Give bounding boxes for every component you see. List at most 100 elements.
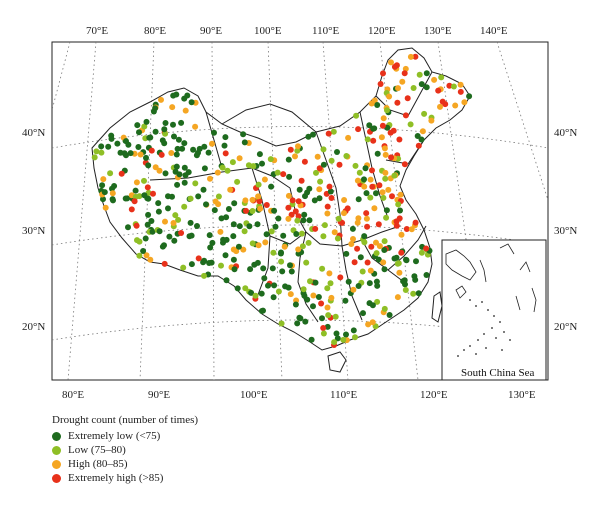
station-point-extremely-low — [235, 243, 242, 250]
inset-frame — [441, 239, 547, 381]
station-point-extremely-low — [171, 237, 178, 244]
station-point-extremely-low — [355, 283, 362, 289]
station-point-extremely-low — [296, 186, 303, 193]
station-point-low — [380, 194, 387, 201]
station-point-low — [107, 170, 114, 177]
station-point-high — [285, 192, 292, 199]
inset-coastline — [479, 259, 487, 283]
station-point-extremely-low — [263, 231, 270, 238]
station-point-extremely-low — [170, 92, 177, 99]
station-point-high — [102, 204, 109, 211]
station-point-extremely-high — [390, 127, 397, 134]
station-point-low — [382, 175, 389, 182]
station-point-extremely-low — [345, 278, 352, 285]
station-point-extremely-low — [269, 265, 276, 272]
station-point-low — [402, 287, 409, 293]
station-point-extremely-low — [333, 330, 340, 337]
station-point-low — [325, 312, 332, 319]
station-point-high — [156, 167, 163, 174]
station-point-extremely-high — [423, 245, 430, 252]
station-point-extremely-low — [209, 239, 216, 246]
station-point-extremely-low — [240, 131, 247, 138]
station-point-extremely-low — [271, 207, 278, 214]
station-point-extremely-low — [193, 152, 200, 159]
station-point-extremely-low — [108, 135, 115, 142]
station-point-extremely-low — [386, 312, 393, 318]
station-point-extremely-low — [161, 126, 168, 133]
station-point-extremely-high — [344, 205, 351, 212]
inset-coastline — [519, 261, 531, 273]
lat-label-20-right: 20°N — [554, 321, 577, 333]
station-point-extremely-low — [374, 150, 381, 157]
station-point-low — [267, 156, 274, 163]
station-point-extremely-high — [289, 197, 296, 204]
inset-coastline — [499, 243, 515, 255]
legend-label-extremely-low: Extremely low (<75) — [68, 430, 161, 442]
station-point-extremely-low — [166, 233, 173, 240]
station-point-extremely-high — [318, 300, 325, 307]
station-point-extremely-low — [246, 223, 253, 230]
station-point-extremely-low — [134, 122, 141, 129]
station-point-high — [262, 239, 269, 246]
station-point-extremely-low — [343, 331, 349, 338]
station-point-extremely-low — [231, 266, 238, 273]
station-point-extremely-high — [389, 193, 395, 200]
station-point-low — [381, 238, 388, 245]
province-border — [149, 167, 291, 189]
station-point-extremely-low — [259, 160, 265, 167]
station-point-extremely-low — [165, 193, 171, 200]
lon-label-top-140: 140°E — [480, 25, 508, 37]
station-point-high — [380, 259, 387, 266]
station-point-extremely-low — [247, 266, 254, 273]
station-point-high — [408, 226, 415, 233]
station-point-extremely-high — [326, 183, 333, 190]
station-point-extremely-high — [376, 182, 383, 189]
station-point-high — [236, 155, 243, 162]
station-point-extremely-low — [181, 140, 188, 147]
station-point-extremely-high — [364, 259, 371, 266]
station-point-extremely-high — [316, 165, 323, 172]
station-point-high — [407, 53, 414, 60]
station-point-low — [270, 249, 277, 256]
station-point-extremely-low — [201, 165, 208, 172]
station-point-extremely-high — [401, 161, 408, 168]
station-point-low — [275, 288, 282, 295]
station-point-high — [396, 269, 403, 276]
station-point-extremely-low — [254, 259, 261, 266]
station-point-low — [381, 305, 388, 312]
station-point-extremely-low — [277, 250, 284, 257]
station-point-extremely-high — [280, 171, 287, 178]
station-point-extremely-high — [288, 211, 295, 218]
inset-coastline — [445, 249, 477, 281]
station-point-high — [215, 201, 222, 208]
station-point-low — [395, 201, 402, 208]
station-point-extremely-high — [439, 98, 446, 105]
station-point-extremely-low — [230, 233, 237, 240]
station-point-low — [175, 216, 182, 223]
lon-label-bottom-120: 120°E — [420, 389, 448, 401]
station-point-low — [307, 278, 313, 285]
legend-swatch-extremely-high — [52, 473, 61, 483]
station-point-high — [214, 169, 221, 176]
station-point-high — [255, 193, 262, 200]
station-point-high — [367, 176, 374, 183]
station-point-high — [457, 81, 464, 88]
station-point-low — [136, 193, 143, 200]
station-point-extremely-low — [148, 218, 155, 224]
station-point-extremely-low — [369, 302, 376, 309]
station-point-extremely-low — [285, 284, 292, 291]
station-point-low — [320, 146, 327, 153]
station-point-high — [354, 219, 361, 226]
station-point-extremely-low — [176, 171, 183, 178]
station-point-extremely-low — [162, 170, 169, 177]
station-point-low — [172, 212, 179, 219]
station-point-low — [331, 339, 338, 346]
station-point-high — [182, 107, 189, 114]
inset-coastline — [531, 287, 537, 313]
station-point-extremely-low — [114, 140, 121, 147]
legend-swatch-low — [52, 445, 61, 455]
station-point-extremely-low — [173, 163, 180, 170]
station-point-extremely-low — [320, 161, 327, 168]
station-point-extremely-low — [280, 232, 287, 239]
